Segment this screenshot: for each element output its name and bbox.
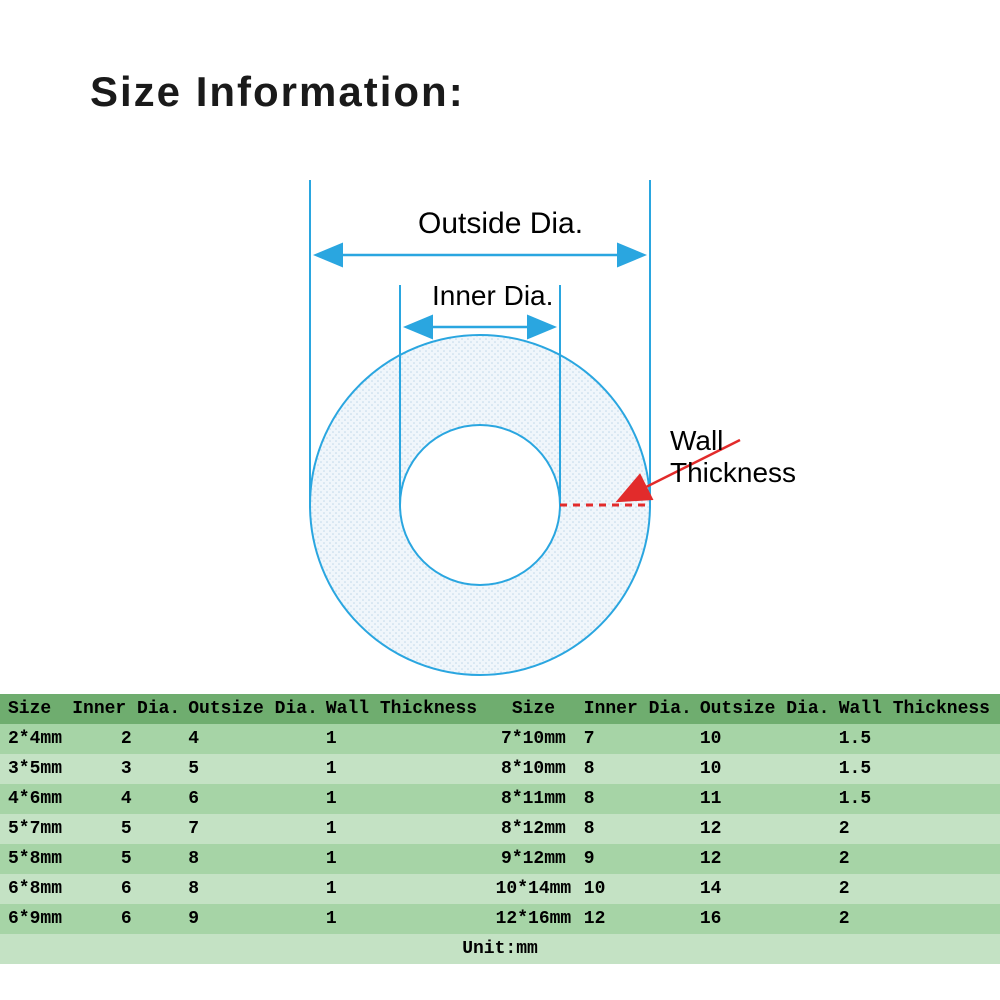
table-cell: 11	[696, 784, 835, 814]
unit-label: Unit:mm	[0, 934, 1000, 964]
table-cell: 1	[322, 754, 487, 784]
table-cell: 8*11mm	[487, 784, 580, 814]
table-cell: 9	[580, 844, 696, 874]
table-cell: 1.5	[835, 784, 1000, 814]
table-cell: 1	[322, 724, 487, 754]
table-cell: 6	[68, 874, 184, 904]
table-row: 3*5mm3518*10mm8101.5	[0, 754, 1000, 784]
size-table-wrap: Size Inner Dia. Outsize Dia. Wall Thickn…	[0, 694, 1000, 964]
table-cell: 12	[696, 814, 835, 844]
table-cell: 16	[696, 904, 835, 934]
table-cell: 5*8mm	[0, 844, 68, 874]
table-cell: 5	[68, 814, 184, 844]
table-cell: 1	[322, 844, 487, 874]
th-wall2: Wall Thickness	[835, 694, 1000, 724]
table-cell: 1.5	[835, 724, 1000, 754]
table-row: 2*4mm2417*10mm7101.5	[0, 724, 1000, 754]
table-cell: 4	[184, 724, 322, 754]
wall-thickness-label: Wall Thickness	[670, 425, 800, 489]
table-cell: 2	[835, 904, 1000, 934]
th-size2: Size	[487, 694, 580, 724]
table-cell: 14	[696, 874, 835, 904]
table-cell: 8	[580, 754, 696, 784]
unit-row: Unit:mm	[0, 934, 1000, 964]
table-row: 4*6mm4618*11mm8111.5	[0, 784, 1000, 814]
table-cell: 5	[68, 844, 184, 874]
th-inner: Inner Dia.	[68, 694, 184, 724]
table-cell: 12	[696, 844, 835, 874]
th-wall: Wall Thickness	[322, 694, 487, 724]
table-row: 5*8mm5819*12mm9122	[0, 844, 1000, 874]
table-cell: 6*8mm	[0, 874, 68, 904]
table-body: 2*4mm2417*10mm7101.53*5mm3518*10mm8101.5…	[0, 724, 1000, 964]
table-cell: 1	[322, 874, 487, 904]
table-cell: 3*5mm	[0, 754, 68, 784]
table-cell: 5	[184, 754, 322, 784]
outside-dia-label: Outside Dia.	[418, 207, 583, 241]
table-cell: 10	[696, 724, 835, 754]
table-cell: 12*16mm	[487, 904, 580, 934]
table-cell: 3	[68, 754, 184, 784]
table-cell: 9*12mm	[487, 844, 580, 874]
table-cell: 2*4mm	[0, 724, 68, 754]
size-table: Size Inner Dia. Outsize Dia. Wall Thickn…	[0, 694, 1000, 964]
table-cell: 1	[322, 814, 487, 844]
table-header-row: Size Inner Dia. Outsize Dia. Wall Thickn…	[0, 694, 1000, 724]
page-title: Size Information:	[90, 68, 465, 116]
table-cell: 5*7mm	[0, 814, 68, 844]
table-cell: 7	[580, 724, 696, 754]
table-cell: 8	[184, 874, 322, 904]
table-cell: 2	[835, 874, 1000, 904]
th-out2: Outsize Dia.	[696, 694, 835, 724]
table-cell: 10	[696, 754, 835, 784]
table-cell: 2	[835, 844, 1000, 874]
table-cell: 10	[580, 874, 696, 904]
table-cell: 4	[68, 784, 184, 814]
table-cell: 2	[835, 814, 1000, 844]
table-cell: 1	[322, 784, 487, 814]
table-cell: 8*10mm	[487, 754, 580, 784]
th-out: Outsize Dia.	[184, 694, 322, 724]
table-cell: 2	[68, 724, 184, 754]
table-cell: 6*9mm	[0, 904, 68, 934]
table-cell: 6	[68, 904, 184, 934]
inner-dia-label: Inner Dia.	[432, 280, 553, 312]
table-cell: 6	[184, 784, 322, 814]
table-cell: 7*10mm	[487, 724, 580, 754]
table-cell: 4*6mm	[0, 784, 68, 814]
table-row: 5*7mm5718*12mm8122	[0, 814, 1000, 844]
table-cell: 8	[580, 784, 696, 814]
table-cell: 8	[184, 844, 322, 874]
tube-diagram: Outside Dia. Inner Dia. Wall Thickness	[200, 155, 800, 695]
table-cell: 12	[580, 904, 696, 934]
table-cell: 9	[184, 904, 322, 934]
table-cell: 1.5	[835, 754, 1000, 784]
th-inner2: Inner Dia.	[580, 694, 696, 724]
table-cell: 8	[580, 814, 696, 844]
table-cell: 10*14mm	[487, 874, 580, 904]
table-row: 6*8mm68110*14mm10142	[0, 874, 1000, 904]
table-row: 6*9mm69112*16mm12162	[0, 904, 1000, 934]
th-size: Size	[0, 694, 68, 724]
table-cell: 8*12mm	[487, 814, 580, 844]
table-cell: 1	[322, 904, 487, 934]
table-cell: 7	[184, 814, 322, 844]
